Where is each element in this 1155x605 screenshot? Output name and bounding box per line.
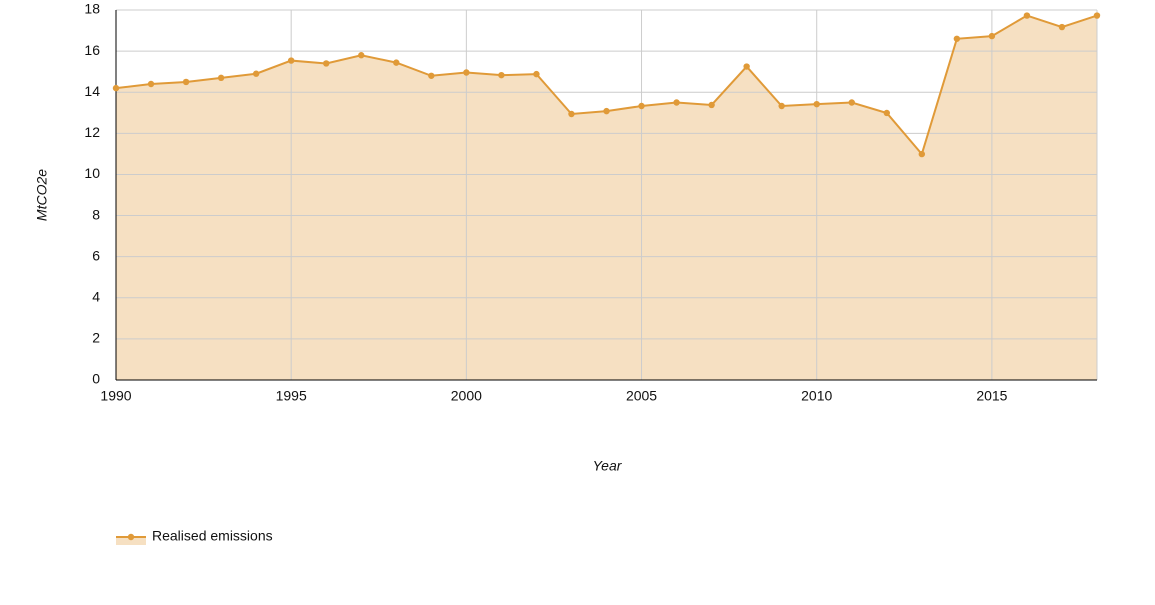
y-axis-label: MtCO2e [34,169,50,221]
x-tick-label: 1995 [276,388,307,404]
x-tick-label: 2000 [451,388,482,404]
y-tick-label: 4 [92,288,100,304]
point [1058,23,1066,31]
point [182,78,190,86]
y-tick-label: 16 [84,42,100,58]
point [463,69,470,76]
legend-label: Realised emissions [152,528,273,544]
point [393,59,400,66]
area [116,15,1097,381]
legend-marker [127,533,135,541]
point [1023,12,1031,19]
y-tick-label: 12 [84,124,100,140]
x-axis-label: Year [593,458,623,474]
y-tick-label: 6 [92,247,100,263]
point [1093,12,1101,19]
y-tick-label: 0 [92,371,100,387]
point [112,84,120,92]
point [323,60,330,67]
point [428,72,435,79]
x-tick-label: 2005 [626,388,657,404]
x-tick-label: 2015 [976,388,1007,404]
y-tick-label: 2 [92,330,100,346]
point [358,52,365,59]
y-tick-label: 14 [84,83,100,99]
point [778,102,785,110]
point [848,99,855,106]
y-tick-label: 10 [84,165,100,181]
legend-swatch [116,537,146,545]
point [287,57,295,64]
point [252,70,260,77]
point [953,35,961,42]
point [147,80,155,88]
point [988,32,996,40]
point [883,109,890,117]
point [743,63,750,70]
y-tick-label: 8 [92,206,100,222]
point [533,70,540,78]
y-tick-label: 18 [84,1,100,17]
point [568,110,575,118]
x-tick-label: 2010 [801,388,832,404]
point [918,150,926,158]
point [217,74,225,82]
point [638,102,645,110]
x-tick-label: 1990 [100,388,131,404]
point [673,99,680,106]
point [708,101,715,109]
point [498,71,505,79]
point [603,107,610,115]
point [813,100,820,108]
